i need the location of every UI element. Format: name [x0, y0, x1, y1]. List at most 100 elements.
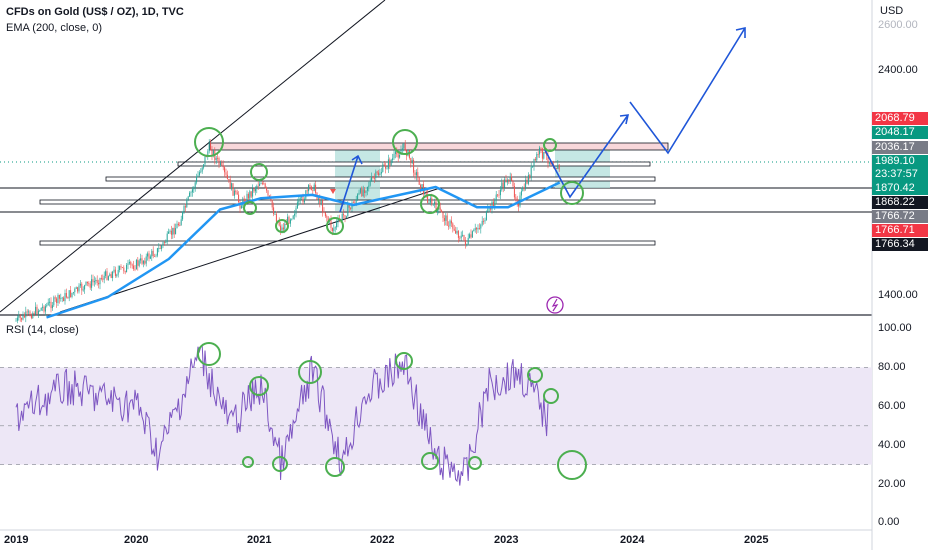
candle-body	[375, 171, 377, 179]
symbol-legend: CFDs on Gold (US$ / OZ), 1D, TVC	[6, 6, 184, 18]
candle-body	[371, 176, 373, 181]
candle-body	[256, 185, 258, 190]
candle-body	[448, 225, 450, 227]
candle-body	[70, 290, 72, 297]
candle-body	[327, 217, 329, 221]
x-tick-2022: 2022	[370, 534, 395, 546]
candle-body	[477, 228, 479, 230]
rsi-legend: RSI (14, close)	[6, 324, 79, 336]
candle-body	[89, 283, 91, 288]
candle-body	[403, 143, 405, 149]
arrow-forecast-1-head	[619, 114, 630, 125]
candle-body	[147, 253, 149, 257]
candle-body	[102, 278, 104, 280]
rsi-tick-20: 20.00	[878, 478, 906, 490]
candle-body	[452, 223, 454, 229]
candle-body	[513, 186, 515, 198]
candle-body	[254, 189, 256, 192]
candle-body	[449, 220, 451, 227]
candle-body	[26, 311, 28, 313]
candle-body	[81, 283, 83, 291]
candle-body	[457, 231, 459, 238]
candle-body	[436, 209, 438, 213]
rsi-circle-10	[468, 456, 482, 470]
candle-body	[37, 310, 39, 315]
candle-body	[428, 202, 430, 204]
candle-body	[456, 231, 458, 234]
resistance-box-top	[209, 142, 669, 151]
candle-body	[113, 269, 115, 272]
candle-body	[548, 162, 550, 164]
candle-body	[207, 151, 209, 158]
candle-body	[68, 290, 70, 299]
candle-body	[155, 255, 157, 257]
candle-body	[393, 153, 395, 159]
candle-body	[345, 216, 347, 218]
candle-body	[152, 250, 154, 257]
candle-body	[267, 190, 269, 196]
price-tag-1766-72: 1766.72	[872, 210, 928, 223]
price-circle-7	[543, 138, 557, 152]
candle-body	[317, 198, 319, 200]
x-tick-2019: 2019	[4, 534, 29, 546]
price-circle-8	[560, 181, 584, 205]
arrow-forecast-2	[629, 27, 746, 155]
candle-body	[435, 201, 437, 213]
candle-body	[42, 306, 44, 308]
candle-body	[138, 260, 140, 266]
candle-body	[543, 152, 545, 159]
candle-body	[43, 306, 45, 312]
candle-body	[47, 302, 49, 306]
price-circle-6	[420, 194, 440, 214]
candle-body	[212, 150, 214, 156]
y-tick-2600: 2600.00	[878, 19, 918, 31]
rsi-circle-3	[395, 352, 413, 370]
candle-body	[91, 279, 93, 288]
candle-body	[50, 301, 52, 309]
candle-body	[501, 182, 503, 190]
candle-body	[123, 267, 125, 272]
price-circle-3	[243, 201, 257, 215]
arrow-forecast-1	[544, 114, 629, 199]
candle-body	[190, 192, 192, 194]
candle-body	[116, 274, 118, 276]
candle-body	[466, 243, 468, 246]
candle-body	[414, 172, 416, 176]
price-tag-2048: 2048.17	[872, 126, 928, 139]
candle-body	[219, 162, 221, 166]
candle-body	[483, 220, 485, 222]
candle-body	[189, 192, 191, 197]
candle-body	[36, 306, 38, 315]
candle-body	[33, 312, 35, 315]
candle-body	[130, 261, 132, 265]
candle-body	[82, 289, 84, 291]
candle-body	[257, 185, 259, 187]
candle-body	[169, 230, 171, 232]
candle-body	[162, 242, 164, 246]
candle-body	[105, 271, 107, 276]
candle-body	[417, 172, 419, 178]
candle-body	[74, 288, 76, 293]
candle-body	[35, 306, 37, 315]
candle-body	[299, 197, 301, 201]
candle-body	[184, 206, 186, 208]
candle-body	[550, 162, 552, 165]
candle-body	[63, 297, 65, 302]
candle-body	[107, 276, 109, 280]
rsi-circle-1	[249, 376, 269, 396]
candle-body	[221, 162, 223, 166]
candle-body	[179, 225, 181, 226]
candle-body	[287, 216, 289, 225]
candle-body	[389, 159, 391, 166]
candle-body	[49, 301, 51, 303]
x-tick-2021: 2021	[247, 534, 272, 546]
candle-body	[145, 256, 147, 264]
rsi-circle-7	[272, 456, 288, 472]
candle-body	[197, 175, 199, 177]
candle-body	[175, 228, 177, 235]
candle-body	[520, 191, 522, 196]
candle-body	[232, 183, 234, 196]
candle-body	[495, 194, 497, 200]
candle-body	[473, 230, 475, 232]
